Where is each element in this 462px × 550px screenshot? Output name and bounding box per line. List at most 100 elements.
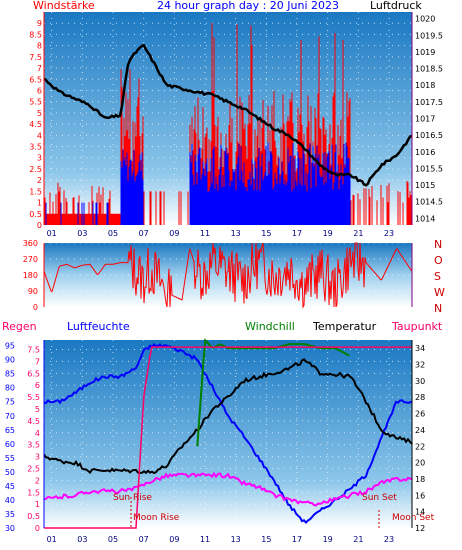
y-tick-label: 6.5: [29, 75, 42, 84]
dewpoint-series: [43, 471, 413, 507]
chart-title: 24 hour graph day : 20 Juni 2023: [157, 0, 339, 12]
y-tick-label: 180: [23, 271, 38, 280]
y-tick-label: 28: [415, 393, 425, 402]
x-tick-label: 15: [261, 229, 271, 238]
y-tick-label: 6: [35, 381, 40, 390]
y-tick-label: 1014.5: [415, 198, 443, 207]
wind-strength-label: Windstärke: [33, 0, 95, 12]
x-tick-label: 15: [261, 535, 271, 544]
panel1-x-ticks: 01 03 05 07 09 11 13 15 17 19 21 23: [47, 229, 395, 238]
y-tick-label: 30: [415, 377, 425, 386]
x-tick-label: 03: [77, 535, 87, 544]
y-tick-label: 30: [5, 524, 15, 533]
x-tick-label: 17: [292, 229, 302, 238]
x-tick-label: 23: [384, 535, 394, 544]
y-tick-label: 80: [5, 384, 15, 393]
rain-label: Regen: [2, 320, 37, 333]
panel1-right-ticks: 1014 1014.5 1015 1015.5 1016 1016.5 1017 1017.5…: [415, 15, 443, 224]
y-tick-label: 3.5: [27, 441, 40, 450]
humidity-series: [43, 342, 413, 524]
x-tick-label: 05: [108, 229, 118, 238]
x-tick-label: 13: [231, 229, 241, 238]
y-tick-label: 1: [35, 500, 40, 509]
y-tick-label: 90: [5, 356, 15, 365]
y-tick-label: 8: [37, 42, 42, 51]
x-tick-label: 07: [139, 229, 149, 238]
panel3-grid: [44, 340, 412, 529]
panel3-humidity-ticks: 30 35 40 45 50 55 60 65 70 75 80 85 90 95: [5, 342, 15, 533]
y-tick-label: 60: [5, 440, 15, 449]
x-tick-label: 03: [77, 229, 87, 238]
y-tick-label: 2.5: [27, 465, 40, 474]
y-tick-label: 1016: [415, 148, 435, 157]
dewpoint-label: Taupunkt: [391, 320, 443, 333]
pressure-label: Luftdruck: [370, 0, 422, 12]
x-tick-label: 09: [169, 535, 179, 544]
y-tick-label: 6: [37, 86, 42, 95]
y-tick-label: 8.5: [29, 30, 42, 39]
y-tick-label: 9: [37, 19, 42, 28]
y-tick-label: 22: [415, 442, 425, 451]
y-tick-label: 1018: [415, 81, 435, 90]
y-tick-label: 5.5: [29, 98, 42, 107]
x-tick-label: 07: [139, 535, 149, 544]
rain-series: [44, 346, 412, 529]
x-tick-label: 11: [200, 535, 210, 544]
panel3-temperature-ticks: 12 14 16 18 20 22 24 26 28 30 32 34: [415, 344, 425, 533]
y-tick-label: 0: [35, 524, 40, 533]
pressure-line: [43, 43, 413, 187]
y-tick-label: 1015.5: [415, 164, 443, 173]
y-tick-label: 1016.5: [415, 131, 443, 140]
y-tick-label: 20: [415, 459, 425, 468]
y-tick-label: 7: [35, 357, 40, 366]
y-tick-label: 12: [415, 524, 425, 533]
y-tick-label: 45: [5, 482, 15, 491]
x-tick-label: 01: [47, 535, 57, 544]
y-tick-label: 5: [37, 109, 42, 118]
panel3-background: [44, 340, 412, 528]
y-tick-label: 85: [5, 370, 15, 379]
x-tick-label: 21: [353, 535, 363, 544]
y-tick-label: 1020: [415, 15, 435, 24]
y-tick-label: 1017: [415, 115, 435, 124]
y-tick-label: 1019.5: [415, 31, 443, 40]
x-tick-label: 19: [323, 535, 333, 544]
y-tick-label: 2: [37, 176, 42, 185]
y-tick-label: 270: [23, 255, 38, 264]
y-tick-label: 24: [415, 426, 425, 435]
sun-set-label: Sun Set: [362, 493, 397, 503]
y-tick-label: 18: [415, 475, 425, 484]
y-tick-label: 14: [415, 508, 425, 517]
y-tick-label: 2.5: [29, 165, 42, 174]
y-tick-label: 70: [5, 412, 15, 421]
y-tick-label: 0: [33, 303, 38, 312]
x-tick-label: 01: [47, 229, 57, 238]
y-tick-label: 360: [23, 239, 38, 248]
panel3-rain-ticks: 0 0.5 1 1.5 2 2.5 3 3.5 4 4.5 5 5.5 6 6.5 7 7.5: [27, 346, 40, 533]
y-tick-label: 75: [5, 398, 15, 407]
y-tick-label: 5.5: [27, 393, 40, 402]
compass-label: O: [434, 254, 443, 267]
humidity-label: Luftfeuchte: [67, 320, 130, 333]
wind-bars: [43, 22, 412, 225]
y-tick-label: 3.5: [29, 143, 42, 152]
y-tick-label: 26: [415, 410, 425, 419]
wind-direction-series: [43, 242, 413, 309]
panel2-left-ticks: 0 90 180 270 360: [23, 239, 38, 312]
y-tick-label: 4: [37, 131, 42, 140]
panel1-left-ticks: 0 0.5 1 1.5 2 2.5 3 3.5 4 4.5 5 5.5 6 6.5 7 7.5 8 8.5 9: [29, 19, 42, 230]
y-tick-label: 3: [37, 154, 42, 163]
y-tick-label: 55: [5, 454, 15, 463]
panel-temp-humidity: Sun Rise Moon Rise Sun Set Moon Set 3035…: [5, 338, 435, 544]
y-tick-label: 4.5: [29, 120, 42, 129]
windchill-series: [196, 338, 350, 447]
moon-rise-label: Moon Rise: [133, 513, 180, 523]
y-tick-label: 0.5: [27, 512, 40, 521]
y-tick-label: 50: [5, 468, 15, 477]
y-tick-label: 1: [37, 199, 42, 208]
compass-label: N: [434, 238, 442, 251]
panel3-x-ticks: 01 03 05 07 09 11 13 15 17 19 21 23: [47, 535, 395, 544]
y-tick-label: 1018.5: [415, 65, 443, 74]
